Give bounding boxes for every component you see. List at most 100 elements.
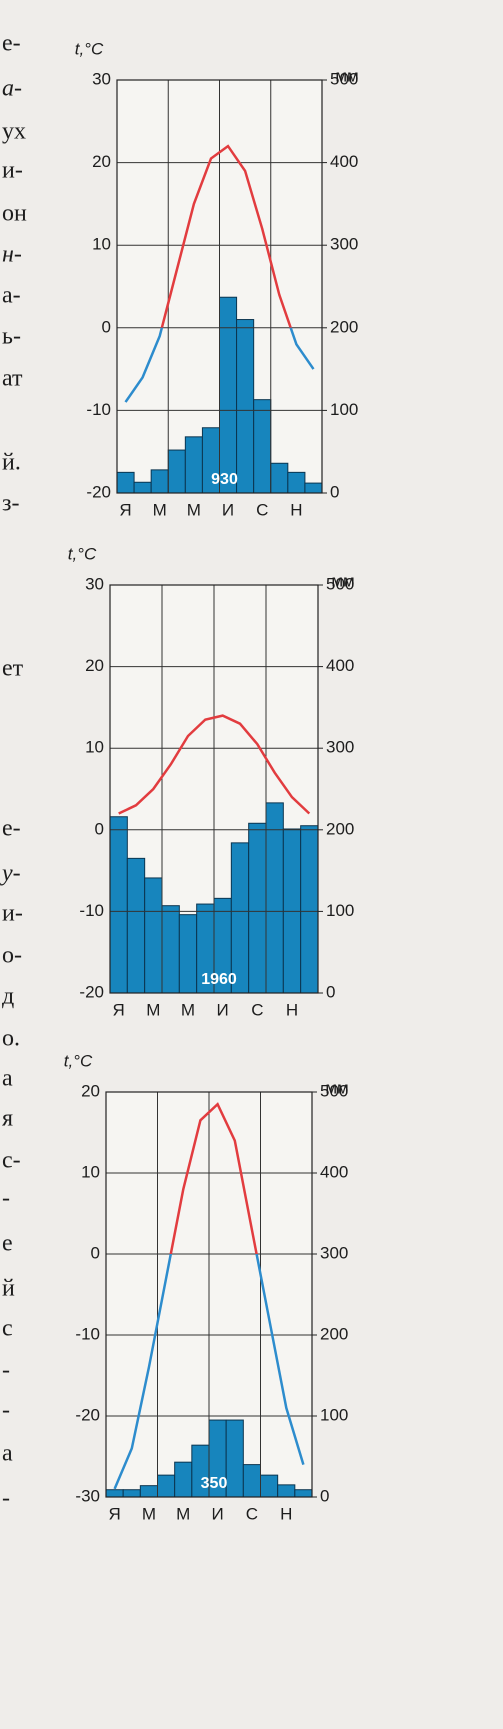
y-axis-label: t,°C — [64, 1051, 93, 1070]
y2-tick-label: 200 — [330, 317, 358, 336]
x-tick-label: Н — [286, 1000, 298, 1019]
margin-text: й. — [2, 450, 21, 476]
y2-tick-label: 200 — [320, 1324, 348, 1343]
temperature-line — [160, 144, 293, 328]
precipitation-bar — [126, 857, 146, 994]
plot-frame — [116, 79, 323, 494]
y-tick-label: 30 — [85, 574, 104, 593]
y2-axis-label: мм — [331, 571, 354, 590]
precipitation-bar — [144, 877, 163, 994]
precipitation-bar — [157, 1474, 176, 1498]
y-tick-label: 20 — [81, 1081, 100, 1100]
temperature-line — [118, 714, 311, 815]
margin-text: ь- — [2, 324, 21, 350]
margin-text: а- — [2, 76, 22, 102]
y-tick-label: 0 — [102, 317, 111, 336]
precipitation-bar — [219, 296, 238, 494]
y-tick-label: 10 — [81, 1162, 100, 1181]
y-tick-label: -10 — [86, 400, 111, 419]
x-tick-label: Я — [119, 500, 131, 519]
y-tick-label: -20 — [86, 482, 111, 501]
x-tick-label: М — [187, 500, 201, 519]
precipitation-bar — [139, 1485, 158, 1498]
y-axis-label: t,°C — [75, 39, 104, 58]
precipitation-bar — [304, 482, 323, 494]
annual-total: 930 — [211, 471, 238, 488]
y2-tick-label: 500 — [320, 1081, 348, 1100]
margin-text: а- — [2, 283, 21, 309]
precipitation-bar — [300, 825, 319, 994]
margin-text: с- — [2, 1148, 21, 1174]
margin-text: ет — [2, 656, 24, 682]
y-tick-label: -30 — [75, 1486, 100, 1505]
y-axis-label: t,°C — [68, 544, 97, 563]
x-tick-label: М — [176, 1504, 190, 1523]
precipitation-bar — [161, 905, 180, 994]
y2-tick-label: 400 — [330, 152, 358, 171]
y2-tick-label: 300 — [330, 235, 358, 254]
margin-text: - — [2, 1358, 10, 1384]
y-tick-label: 30 — [92, 69, 111, 88]
margin-text: е- — [2, 31, 21, 57]
precipitation-bar — [174, 1461, 193, 1498]
precipitation-bar — [225, 1419, 244, 1498]
margin-text: с — [2, 1316, 13, 1342]
precipitation-bar — [248, 822, 267, 994]
y2-tick-label: 500 — [326, 574, 354, 593]
y2-tick-label: 300 — [320, 1243, 348, 1262]
margin-text: он — [2, 201, 27, 227]
margin-text: - — [2, 1486, 10, 1512]
precipitation-bar — [178, 914, 198, 994]
x-tick-label: И — [211, 1504, 223, 1523]
margin-text: и- — [2, 901, 23, 927]
precipitation-bar — [270, 462, 289, 494]
y2-tick-label: 0 — [326, 982, 335, 1001]
x-tick-label: Н — [280, 1504, 292, 1523]
margin-text: ух — [2, 119, 26, 145]
y-tick-label: 10 — [92, 235, 111, 254]
y2-tick-label: 100 — [330, 400, 358, 419]
margin-text: н- — [2, 242, 22, 268]
precipitation-bar — [277, 1484, 296, 1498]
margin-text: ат — [2, 366, 23, 392]
y-tick-label: 20 — [85, 656, 104, 675]
x-tick-label: И — [222, 500, 234, 519]
plot-frame — [109, 584, 319, 994]
y-tick-label: -20 — [79, 982, 104, 1001]
y2-tick-label: 400 — [326, 656, 354, 675]
margin-text: я — [2, 1106, 13, 1132]
temperature-line — [113, 1254, 305, 1490]
precipitation-bar — [287, 471, 306, 494]
precipitation-bar — [109, 816, 128, 994]
x-tick-label: Н — [290, 500, 302, 519]
margin-text: а — [2, 1441, 13, 1467]
x-tick-label: С — [246, 1504, 258, 1523]
y2-tick-label: 500 — [330, 69, 358, 88]
precipitation-bar — [105, 1489, 124, 1498]
annual-total: 350 — [201, 1475, 228, 1492]
margin-text: з- — [2, 491, 19, 517]
margin-text: д — [2, 984, 14, 1010]
precipitation-bar — [167, 449, 186, 494]
y2-tick-label: 0 — [330, 482, 339, 501]
x-tick-label: Я — [108, 1504, 120, 1523]
y-tick-label: 0 — [91, 1243, 100, 1262]
y2-tick-label: 200 — [326, 819, 354, 838]
margin-text: - — [2, 1186, 10, 1212]
margin-text: а — [2, 1066, 13, 1092]
margin-text: и- — [2, 158, 23, 184]
x-tick-label: С — [251, 1000, 263, 1019]
y2-tick-label: 100 — [320, 1405, 348, 1424]
precipitation-bar — [133, 481, 152, 494]
precipitation-bar — [242, 1464, 261, 1498]
y2-tick-label: 300 — [326, 738, 354, 757]
precipitation-bar — [265, 802, 284, 994]
precipitation-bar — [253, 399, 272, 494]
precipitation-bar — [236, 319, 255, 494]
x-tick-label: И — [217, 1000, 229, 1019]
precipitation-bar — [260, 1474, 279, 1498]
x-tick-label: М — [146, 1000, 160, 1019]
margin-text: у- — [0, 861, 21, 887]
y2-axis-label: мм — [325, 1078, 348, 1097]
